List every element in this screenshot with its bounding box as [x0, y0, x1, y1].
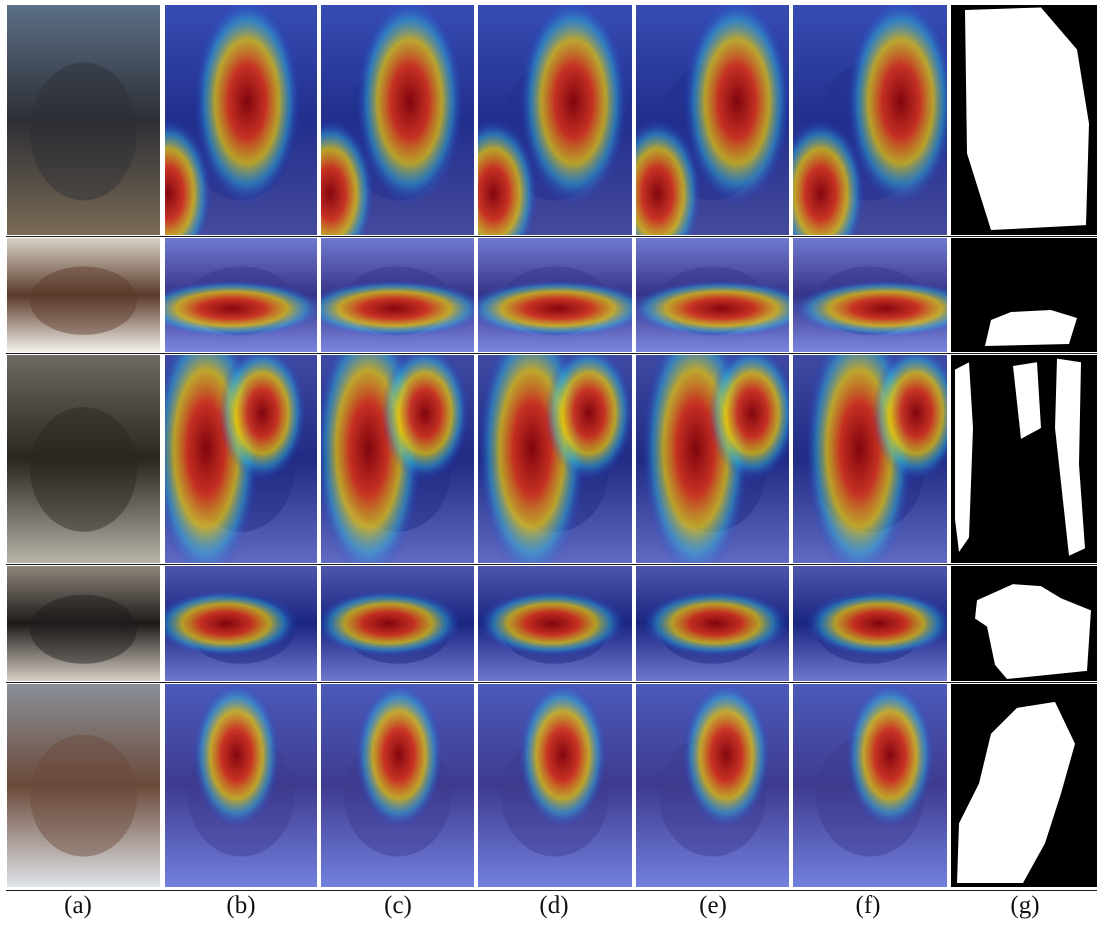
input-photo	[7, 684, 160, 887]
heatmap-image	[478, 684, 632, 887]
caption-b: (b)	[226, 892, 256, 919]
heatmap-image	[321, 238, 474, 352]
heatmap-image	[636, 238, 789, 352]
input-photo	[7, 238, 160, 352]
mask-image	[951, 238, 1097, 352]
input-photo	[7, 5, 160, 235]
heatmap-image	[793, 355, 947, 563]
heatmap-image	[321, 684, 474, 887]
mask-image	[951, 684, 1097, 887]
heatmap-image	[165, 355, 317, 563]
heatmap-image	[165, 238, 317, 352]
row-divider	[6, 890, 1097, 891]
heatmap-image	[793, 238, 947, 352]
caption-c: (c)	[384, 892, 412, 919]
caption-e: (e)	[699, 892, 727, 919]
heatmap-image	[793, 684, 947, 887]
input-photo	[7, 355, 160, 563]
heatmap-image	[165, 684, 317, 887]
caption-g: (g)	[1010, 892, 1040, 919]
row-divider	[6, 353, 1097, 354]
heatmap-image	[478, 355, 632, 563]
heatmap-image	[793, 566, 947, 681]
heatmap-image	[165, 5, 317, 235]
heatmap-image	[793, 5, 947, 235]
heatmap-image	[478, 5, 632, 235]
heatmap-image	[321, 566, 474, 681]
heatmap-image	[636, 355, 789, 563]
heatmap-image	[478, 566, 632, 681]
mask-image	[951, 5, 1097, 235]
heatmap-image	[636, 566, 789, 681]
heatmap-image	[321, 5, 474, 235]
mask-image	[951, 355, 1097, 563]
heatmap-image	[478, 238, 632, 352]
mask-image	[951, 566, 1097, 681]
heatmap-image	[165, 566, 317, 681]
heatmap-image	[636, 684, 789, 887]
caption-f: (f)	[855, 892, 881, 919]
input-photo	[7, 566, 160, 681]
heatmap-image	[636, 5, 789, 235]
row-divider	[6, 236, 1097, 237]
caption-a: (a)	[64, 892, 92, 919]
row-divider	[6, 564, 1097, 565]
caption-d: (d)	[539, 892, 569, 919]
heatmap-image	[321, 355, 474, 563]
row-divider	[6, 682, 1097, 683]
